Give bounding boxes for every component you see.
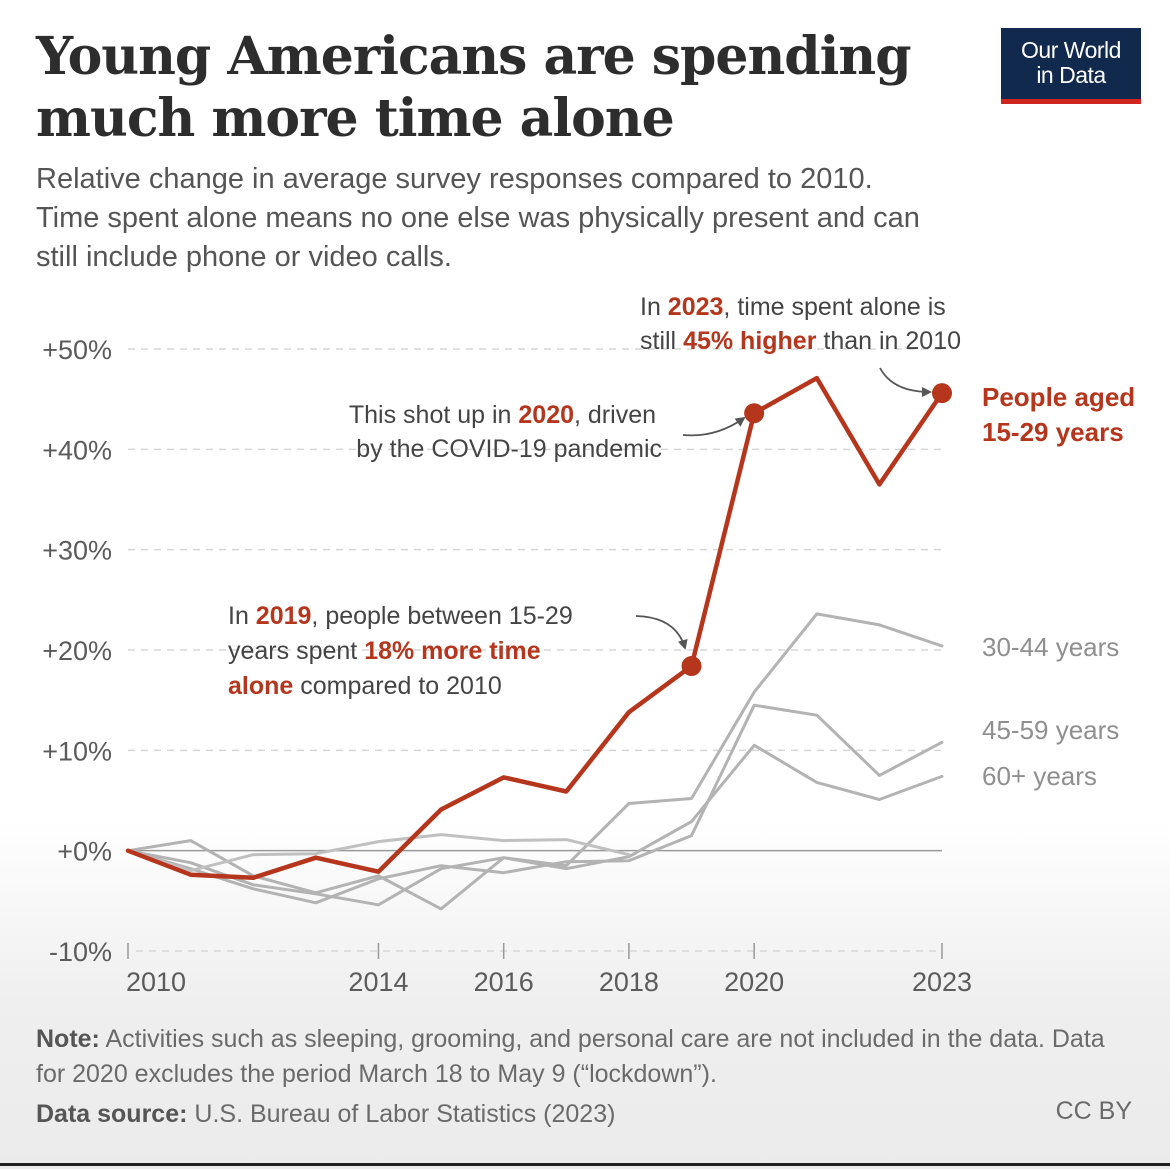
arrow-2019: [635, 615, 688, 650]
source-text[interactable]: U.S. Bureau of Labor Statistics (2023): [187, 1100, 616, 1128]
title-line-2: much more time alone: [36, 88, 675, 149]
annotation-2019-line-1: In 2019, people between 15-29: [228, 602, 573, 630]
arrow-2020: [682, 416, 746, 437]
bottom-rule: [0, 1163, 1170, 1166]
y-tick-label: +40%: [42, 435, 112, 465]
source-label: Data source:: [36, 1100, 188, 1128]
series-label-45-59: 45-59 years: [982, 715, 1119, 745]
series-line-grey[interactable]: [126, 743, 944, 907]
subtitle-line-2: Time spent alone means no one else was p…: [36, 202, 920, 234]
series-line-15-29[interactable]: [125, 375, 945, 881]
series-lines: [125, 375, 945, 911]
owid-logo[interactable]: Our World in Data: [1001, 28, 1141, 104]
note-label: Note:: [36, 1025, 100, 1053]
y-tick-label: +30%: [42, 536, 112, 566]
x-tick-label: 2020: [724, 967, 784, 997]
annotation-2023-line-1: In 2023, time spent alone is: [640, 293, 946, 321]
data-point-marker[interactable]: [681, 656, 702, 677]
y-tick-label: +50%: [42, 335, 112, 365]
license-label[interactable]: CC BY: [1055, 1097, 1132, 1125]
annotation-arrows: [635, 367, 932, 650]
series-line-grey[interactable]: [126, 833, 631, 873]
series-label-15-29-line-1: People aged: [982, 382, 1135, 412]
series-markers: [681, 383, 952, 677]
arrow-2023: [879, 367, 932, 397]
x-tick-label: 2010: [126, 967, 186, 997]
x-tick-label: 2023: [912, 967, 972, 997]
y-tick-label: +20%: [42, 636, 112, 666]
series-line-grey[interactable]: [126, 703, 944, 905]
y-axis-ticks: +50% +40% +30% +20% +10% +0% -10%: [42, 335, 112, 967]
annotation-2020-line-1: This shot up in 2020, driven: [349, 401, 656, 429]
annotations: In 2023, time spent alone is still 45% h…: [228, 293, 961, 700]
note-text: Activities such as sleeping, grooming, a…: [36, 1025, 1105, 1088]
line-chart: +50% +40% +30% +20% +10% +0% -10% 2010 2014 2016…: [42, 293, 1135, 997]
y-tick-label: +10%: [42, 736, 112, 766]
x-tick-label: 2014: [348, 967, 408, 997]
subtitle-line-1: Relative change in average survey respon…: [36, 163, 873, 195]
title-line-1: Young Americans are spending: [36, 26, 912, 87]
y-tick-label: +0%: [57, 837, 112, 867]
x-axis-ticks: 2010 2014 2016 2018 2020 2023: [126, 943, 972, 997]
y-tick-label: -10%: [49, 937, 112, 967]
annotation-2020-line-2: by the COVID-19 pandemic: [356, 435, 662, 463]
logo-line-1: Our World: [1021, 37, 1121, 63]
x-tick-label: 2018: [599, 967, 659, 997]
data-point-marker[interactable]: [744, 403, 765, 424]
subtitle-line-3: still include phone or video calls.: [36, 241, 452, 273]
logo-line-2: in Data: [1036, 62, 1106, 88]
footer-source: Data source: U.S. Bureau of Labor Statis…: [36, 1097, 615, 1132]
series-label-30-44: 30-44 years: [982, 632, 1119, 662]
footer-note: Note: Activities such as sleeping, groom…: [36, 1022, 1116, 1092]
chart-subtitle: Relative change in average survey respon…: [36, 160, 1036, 277]
annotation-2019-line-2: years spent 18% more time: [228, 637, 541, 665]
series-labels: People aged 15-29 years 30-44 years 45-5…: [982, 382, 1135, 791]
data-point-marker[interactable]: [932, 383, 952, 404]
x-tick-label: 2016: [474, 967, 534, 997]
grid-lines: [128, 348, 942, 952]
series-label-15-29-line-2: 15-29 years: [982, 417, 1124, 447]
annotation-2019-line-3: alone compared to 2010: [228, 672, 502, 700]
chart-title: Young Americans are spending much more t…: [36, 26, 936, 150]
annotation-2023-line-2: still 45% higher than in 2010: [640, 327, 961, 355]
series-label-60-plus: 60+ years: [982, 761, 1097, 791]
